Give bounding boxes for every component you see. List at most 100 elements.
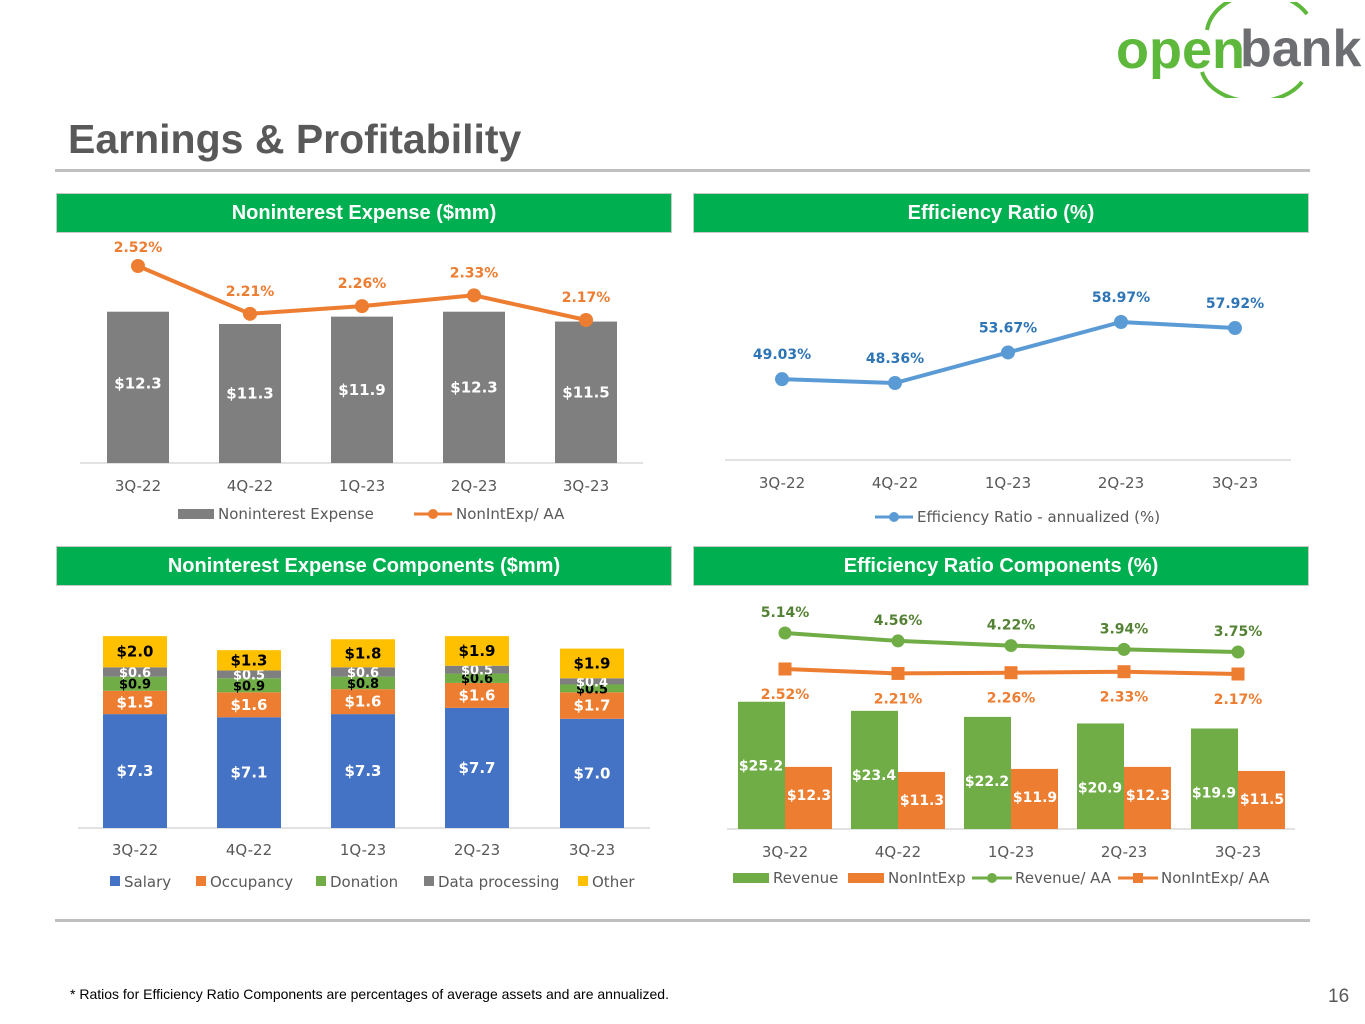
data-label-line: 57.92% bbox=[1206, 296, 1264, 312]
legend-swatch-data-processing bbox=[424, 876, 434, 886]
point-revenue-aa bbox=[778, 626, 792, 640]
logo-arc-top bbox=[1205, 2, 1309, 31]
point-nonintexp-aa bbox=[1117, 665, 1131, 679]
data-label-bar: $12.3 bbox=[114, 374, 161, 392]
data-label-line: 2.26% bbox=[338, 276, 387, 292]
panel-title-efficiency-components: Efficiency Ratio Components (%) bbox=[693, 546, 1309, 586]
point-efficiency-ratio bbox=[1114, 315, 1128, 329]
legend-label: Occupancy bbox=[210, 873, 293, 891]
data-label-bar: $11.5 bbox=[562, 383, 609, 401]
x-tick-label: 1Q-23 bbox=[339, 477, 385, 495]
segment-donation bbox=[103, 676, 167, 691]
data-label-line: 2.21% bbox=[874, 691, 923, 707]
legend-label: Revenue/ AA bbox=[1015, 869, 1112, 887]
point-efficiency-ratio bbox=[888, 376, 902, 390]
bar-nonintexp bbox=[898, 771, 945, 829]
x-tick-label: 2Q-23 bbox=[1098, 474, 1144, 492]
data-label-segment: $0.8 bbox=[347, 677, 379, 692]
bar-noninterest-expense bbox=[443, 311, 505, 463]
data-label-segment: $7.3 bbox=[344, 762, 381, 780]
data-label-segment: $1.6 bbox=[230, 696, 267, 714]
data-label-bar: $23.4 bbox=[852, 768, 897, 784]
page-number: 16 bbox=[1328, 986, 1350, 1007]
segment-data-processing bbox=[560, 678, 624, 685]
x-tick-label: 2Q-23 bbox=[451, 477, 497, 495]
panel-title-noninterest-expense: Noninterest Expense ($mm) bbox=[56, 193, 672, 233]
data-label-segment: $7.7 bbox=[458, 759, 495, 777]
data-label-segment: $0.5 bbox=[576, 682, 608, 697]
segment-occupancy bbox=[445, 682, 509, 708]
data-label-line: 2.33% bbox=[450, 265, 499, 281]
point-nonintexp-aa bbox=[355, 299, 369, 314]
data-label-segment: $1.6 bbox=[344, 693, 381, 711]
data-label-segment: $0.9 bbox=[233, 679, 265, 694]
data-label-segment: $7.3 bbox=[116, 762, 153, 780]
segment-salary bbox=[560, 718, 624, 828]
footnote: * Ratios for Efficiency Ratio Components… bbox=[70, 986, 669, 1002]
data-label-segment: $1.5 bbox=[116, 693, 153, 711]
title-divider bbox=[55, 169, 1310, 172]
data-label-bar: $22.2 bbox=[965, 774, 1009, 790]
bar-revenue bbox=[964, 716, 1011, 829]
x-tick-label: 3Q-22 bbox=[112, 841, 158, 859]
segment-other bbox=[560, 648, 624, 679]
x-tick-label: 3Q-23 bbox=[569, 841, 615, 859]
legend-label: Data processing bbox=[438, 873, 559, 891]
data-label-segment: $7.1 bbox=[230, 764, 267, 782]
data-label-segment: $1.7 bbox=[573, 697, 610, 715]
data-label-segment: $1.9 bbox=[458, 642, 495, 660]
data-label-line: 5.14% bbox=[761, 605, 810, 621]
point-revenue-aa bbox=[1004, 639, 1018, 653]
point-nonintexp-aa bbox=[778, 662, 792, 676]
point-revenue-aa bbox=[891, 634, 905, 648]
point-revenue-aa bbox=[1231, 645, 1245, 659]
bar-noninterest-expense bbox=[107, 311, 169, 463]
x-tick-label: 3Q-23 bbox=[1212, 474, 1258, 492]
x-tick-label: 4Q-22 bbox=[227, 477, 273, 495]
segment-data-processing bbox=[103, 667, 167, 677]
legend-swatch-occupancy bbox=[196, 876, 206, 886]
data-label-segment: $1.8 bbox=[344, 644, 381, 662]
legend-label: NonIntExp bbox=[888, 869, 966, 887]
x-tick-label: 3Q-23 bbox=[1215, 843, 1261, 861]
x-tick-label: 1Q-23 bbox=[988, 843, 1034, 861]
data-label-line: 4.56% bbox=[874, 613, 923, 629]
logo-text-open: open bbox=[1116, 20, 1245, 80]
openbank-logo: open bank bbox=[1116, 2, 1361, 98]
data-label-line: 49.03% bbox=[753, 347, 811, 363]
bar-noninterest-expense bbox=[219, 324, 281, 463]
legend-swatch-donation bbox=[316, 876, 326, 886]
point-efficiency-ratio bbox=[775, 372, 789, 387]
data-label-bar: $20.9 bbox=[1078, 780, 1122, 796]
bar-nonintexp bbox=[1124, 766, 1171, 829]
x-tick-label: 2Q-23 bbox=[1101, 843, 1147, 861]
x-tick-label: 1Q-23 bbox=[340, 841, 386, 859]
data-label-bar: $11.9 bbox=[338, 381, 385, 399]
data-label-line: 4.22% bbox=[987, 618, 1036, 634]
legend-label: Donation bbox=[330, 873, 398, 891]
data-label-segment: $1.3 bbox=[230, 651, 267, 669]
data-label-line: 3.75% bbox=[1214, 624, 1263, 640]
segment-data-processing bbox=[331, 667, 395, 677]
point-nonintexp-aa bbox=[1004, 666, 1018, 680]
data-label-bar: $11.5 bbox=[1240, 792, 1284, 808]
data-label-bar: $19.9 bbox=[1192, 786, 1236, 802]
bar-revenue bbox=[1191, 728, 1238, 829]
segment-salary bbox=[445, 707, 509, 828]
data-label-bar: $25.2 bbox=[739, 759, 783, 775]
data-label-line: 2.52% bbox=[761, 687, 810, 703]
legend-label: Salary bbox=[124, 873, 171, 891]
data-label-line: 2.17% bbox=[562, 290, 611, 306]
data-label-segment: $0.6 bbox=[119, 666, 151, 681]
data-label-segment: $0.5 bbox=[461, 664, 493, 679]
bar-nonintexp bbox=[1011, 768, 1058, 829]
legend-swatch-revenue bbox=[733, 873, 769, 883]
data-label-line: 48.36% bbox=[866, 351, 924, 367]
segment-donation bbox=[217, 678, 281, 693]
bar-nonintexp bbox=[785, 766, 832, 829]
bar-noninterest-expense bbox=[331, 316, 393, 463]
segment-data-processing bbox=[217, 670, 281, 679]
legend-swatch-other bbox=[578, 876, 588, 886]
segment-occupancy bbox=[560, 692, 624, 719]
